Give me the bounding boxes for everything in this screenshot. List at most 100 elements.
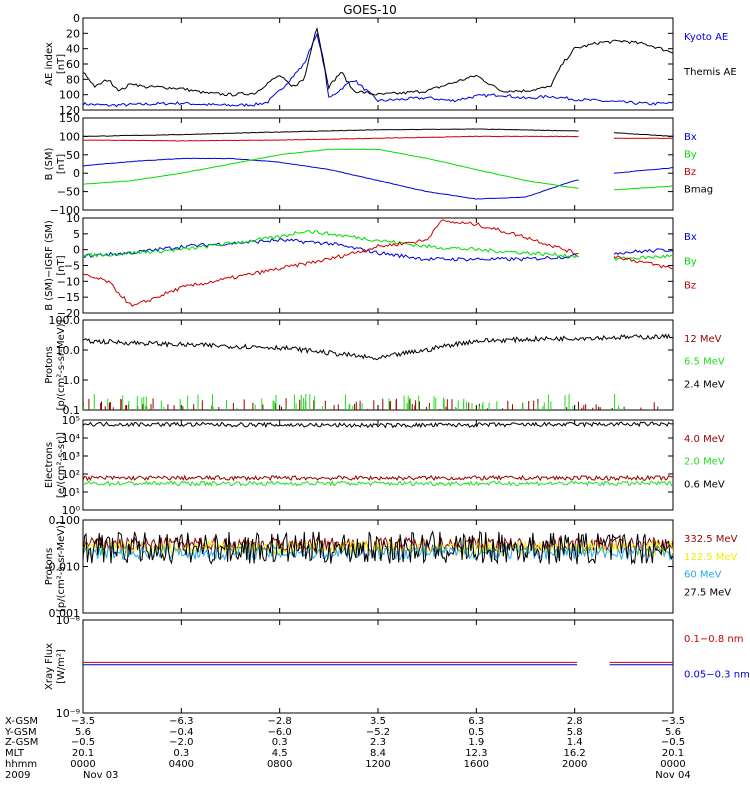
y-axis-label: [p/(cm²-s-sr-MeV)] xyxy=(56,319,67,410)
legend-label: 6.5 MeV xyxy=(684,357,725,368)
series-Bz xyxy=(83,135,673,142)
legend-label: 27.5 MeV xyxy=(684,587,731,598)
y-tick-label: 1.0 xyxy=(63,374,81,387)
series-Bz xyxy=(83,219,673,307)
axis-value: 0.3 xyxy=(173,748,189,759)
y-tick-label: 10⁰ xyxy=(62,504,81,517)
plot-title: GOES-10 xyxy=(343,3,397,17)
legend-label: Themis AE xyxy=(683,67,737,78)
axis-value: −6.0 xyxy=(268,727,292,738)
axis-value: 0.3 xyxy=(272,737,288,748)
y-tick-label: 60 xyxy=(66,58,80,71)
legend-label: Bz xyxy=(684,167,696,178)
data-layer xyxy=(83,661,673,666)
y-tick-label: 10⁴ xyxy=(62,432,81,445)
axis-value: 5.6 xyxy=(75,727,91,738)
y-tick-label: 5 xyxy=(73,228,80,241)
y-axis-label: Protons xyxy=(44,346,55,383)
legend-label: Bx xyxy=(684,132,697,143)
y-tick-label: 10⁵ xyxy=(62,414,80,427)
y-tick-label: 80 xyxy=(66,73,80,86)
series-0-6-MeV xyxy=(83,421,673,429)
y-tick-label: 10 xyxy=(66,212,80,225)
legend-label: By xyxy=(684,150,697,161)
series-12-MeV xyxy=(83,398,659,410)
y-tick-label: 10.0 xyxy=(56,344,81,357)
panel-frame xyxy=(82,319,674,411)
series-By xyxy=(83,229,673,261)
y-axis-label: [W/m²] xyxy=(56,649,67,684)
y-axis-label: [e/(cm²-s-sr)] xyxy=(56,432,67,498)
legend-label: Kyoto AE xyxy=(684,32,728,43)
y-tick-label: −15 xyxy=(57,291,80,304)
axis-value: −0.4 xyxy=(169,727,193,738)
axis-row-label: MLT xyxy=(5,748,25,759)
y-tick-label: 10⁻⁸ xyxy=(56,614,81,627)
data-layer xyxy=(83,26,673,108)
axis-value: 4.5 xyxy=(272,748,288,759)
y-tick-label: 10² xyxy=(62,468,80,481)
legend-label: Bx xyxy=(684,232,697,243)
axis-value: 20.1 xyxy=(662,748,684,759)
axis-value: 8.4 xyxy=(370,748,386,759)
y-axis-label: Protons xyxy=(44,548,55,585)
y-tick-label: 120 xyxy=(59,104,80,117)
legend-label: 4.0 MeV xyxy=(684,434,725,445)
legend-label: Bz xyxy=(684,281,696,292)
series-2-4-MeV xyxy=(83,333,673,361)
y-tick-label: 0 xyxy=(73,244,80,257)
data-layer xyxy=(83,530,673,566)
axis-value: 20.1 xyxy=(72,748,94,759)
series-Bx xyxy=(83,157,673,200)
y-tick-label: −10 xyxy=(57,275,80,288)
series-60-MeV xyxy=(83,544,673,562)
axis-value: −6.3 xyxy=(169,716,193,727)
axis-row-label: X-GSM xyxy=(5,716,38,727)
y-axis-label: B (SM)−IGRF (SM) xyxy=(44,220,55,311)
axis-value: 0000 xyxy=(70,759,95,770)
data-layer xyxy=(83,219,673,307)
y-axis-label: B (SM) xyxy=(44,147,55,180)
y-axis-label: [p/(cm²-s-sr-MeV)] xyxy=(56,521,67,612)
axis-value: 0000 xyxy=(660,759,685,770)
series-4-0-MeV xyxy=(83,474,673,482)
y-tick-label: 0.010 xyxy=(49,561,81,574)
series-2-0-MeV xyxy=(83,480,673,487)
y-tick-label: 0 xyxy=(73,12,80,25)
axis-value: 2.8 xyxy=(567,716,583,727)
axis-value: −5.2 xyxy=(366,727,390,738)
y-axis-label: [nT] xyxy=(56,154,67,174)
axis-value: −3.5 xyxy=(661,716,685,727)
y-tick-label: 0 xyxy=(73,167,80,180)
y-tick-label: 150 xyxy=(59,112,80,125)
y-axis-label: [nT] xyxy=(56,54,67,74)
legend-label: 12 MeV xyxy=(684,334,722,345)
axis-value: Nov 03 xyxy=(83,770,118,781)
panel-4: 100.0 10.0 1.0 0.1 Protons [p/(cm²-s-sr-MeV)]… xyxy=(44,314,725,417)
y-tick-label: 100 xyxy=(59,130,80,143)
axis-value: 0400 xyxy=(169,759,194,770)
y-tick-label: −100 xyxy=(50,204,80,217)
y-tick-label: 10³ xyxy=(62,450,80,463)
axis-value: 16.2 xyxy=(564,748,586,759)
y-tick-label: 10⁻⁹ xyxy=(56,707,80,720)
axis-value: 6.3 xyxy=(468,716,484,727)
series-Bmag xyxy=(83,128,673,138)
data-layer xyxy=(83,128,673,200)
y-axis-label: [nT] xyxy=(56,255,67,275)
axis-value: 1600 xyxy=(464,759,489,770)
y-axis-label: Xray Flux xyxy=(44,643,55,690)
axis-value: −3.5 xyxy=(71,716,95,727)
legend-label: 122.5 MeV xyxy=(684,552,738,563)
panel-frame xyxy=(82,619,674,714)
axis-value: −2.0 xyxy=(169,737,193,748)
legend-label: 2.4 MeV xyxy=(684,379,725,390)
y-axis-label: Electrons xyxy=(44,442,55,488)
axis-row-label: hhmm xyxy=(5,759,37,770)
series-Kyoto-AE xyxy=(83,32,673,108)
panel-3: 10 5 0 −5 −10 −15 −20B (SM)−IGRF (SM) [nT] Bx By B… xyxy=(44,212,697,320)
panel-frame xyxy=(82,117,674,211)
axis-value: 2000 xyxy=(562,759,587,770)
axis-row-label: Z-GSM xyxy=(5,737,38,748)
panel-frame xyxy=(82,217,674,314)
